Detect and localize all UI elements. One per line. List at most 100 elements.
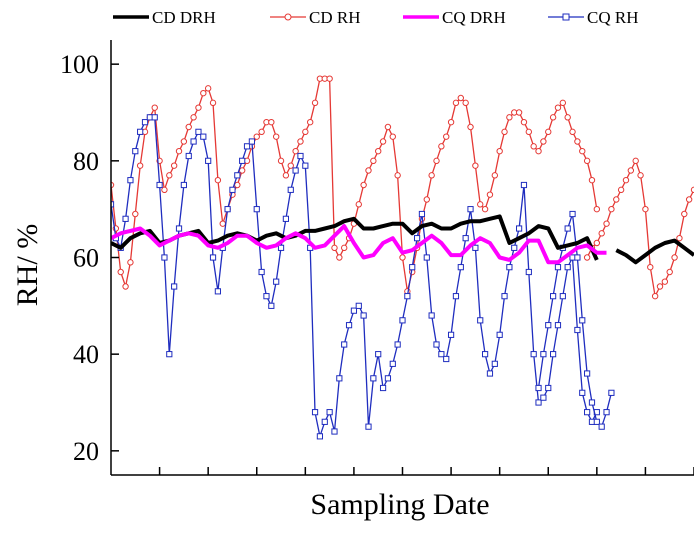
data-point-cd-rh <box>481 205 489 213</box>
data-point-cq-rh <box>258 268 265 276</box>
data-point-cd-rh <box>341 244 348 252</box>
data-point-cq-rh <box>268 302 275 309</box>
series-line-cq-drh <box>111 224 607 265</box>
data-point-cd-rh <box>399 254 406 261</box>
data-point-cq-rh <box>535 384 542 392</box>
data-point-cd-rh <box>583 254 591 261</box>
data-point-cq-rh <box>608 389 615 396</box>
data-point-cd-rh <box>681 210 688 218</box>
data-point-cd-rh <box>486 191 494 198</box>
legend-label-cd-drh: CD DRH <box>152 8 216 27</box>
data-point-cq-rh <box>525 268 532 276</box>
data-point-cq-rh <box>122 215 129 222</box>
y-axis-title: RH/ % <box>11 224 44 307</box>
data-point-cd-rh <box>253 133 260 140</box>
data-point-cq-rh <box>292 167 299 174</box>
data-point-cd-rh <box>462 99 469 107</box>
data-point-cd-rh <box>258 128 265 136</box>
data-point-cq-rh <box>452 293 460 300</box>
series-line-cq-rh <box>537 213 613 428</box>
data-point-cd-rh <box>355 201 362 208</box>
data-point-cq-rh <box>229 186 236 193</box>
series-line-cd-rh <box>586 160 694 297</box>
data-point-cd-rh <box>365 167 372 174</box>
data-point-cq-rh <box>399 317 406 324</box>
data-point-cq-rh <box>472 244 479 251</box>
data-point-cd-rh <box>685 196 693 203</box>
data-point-cd-rh <box>331 244 338 252</box>
data-point-cd-rh <box>603 220 610 227</box>
data-point-cd-rh <box>656 283 664 290</box>
data-point-cd-rh <box>472 162 479 169</box>
data-point-cd-rh <box>394 172 401 179</box>
data-point-cd-rh <box>302 128 309 136</box>
data-point-cd-rh <box>588 176 596 184</box>
data-point-cq-rh <box>394 341 401 348</box>
data-point-cd-rh <box>525 128 533 136</box>
data-point-cq-rh <box>234 172 241 179</box>
data-point-cd-rh <box>268 118 275 126</box>
data-point-cd-rh <box>627 167 635 174</box>
data-point-cq-rh <box>516 225 523 232</box>
data-point-cd-rh <box>180 138 188 145</box>
x-ticks <box>158 467 694 475</box>
data-point-cq-rh <box>239 157 246 164</box>
data-point-cq-rh <box>127 177 134 184</box>
data-point-cd-rh <box>360 181 367 189</box>
data-point-cq-rh <box>584 370 591 377</box>
data-point-cq-rh <box>195 128 202 135</box>
data-point-cq-rh <box>438 351 445 358</box>
data-point-cd-rh <box>292 147 299 155</box>
data-point-cd-rh <box>520 118 528 126</box>
data-point-cq-rh <box>486 370 494 377</box>
data-point-cd-rh <box>452 99 460 107</box>
data-point-cq-rh <box>375 351 382 358</box>
data-point-cd-rh <box>272 133 280 140</box>
data-point-cq-rh <box>243 143 251 150</box>
data-point-cq-rh <box>166 351 173 358</box>
data-point-cd-rh <box>661 278 669 285</box>
data-point-cd-rh <box>632 157 639 165</box>
data-point-cd-rh <box>117 268 124 276</box>
data-point-cq-rh <box>433 341 440 348</box>
data-point-cq-rh <box>540 351 547 358</box>
data-point-cq-rh <box>190 138 197 145</box>
data-point-cd-rh <box>375 147 382 155</box>
data-point-cq-rh <box>564 225 571 232</box>
data-point-cd-rh <box>457 94 464 102</box>
data-point-cd-rh <box>671 254 678 261</box>
data-point-cd-rh <box>219 220 226 227</box>
data-point-cd-rh <box>515 109 523 116</box>
data-point-cd-rh <box>370 157 377 165</box>
data-point-cq-rh <box>311 409 319 416</box>
data-point-cd-rh <box>127 259 134 266</box>
data-point-cd-rh <box>195 104 202 111</box>
data-point-cq-rh <box>520 181 528 189</box>
data-point-cq-rh <box>336 375 343 382</box>
data-point-cd-rh <box>549 114 557 121</box>
legend-label-cd-rh: CD RH <box>309 8 360 27</box>
data-point-cd-rh <box>491 172 499 179</box>
data-point-cq-rh <box>379 384 387 392</box>
data-point-cd-rh <box>170 162 178 169</box>
data-point-cq-rh <box>273 278 280 285</box>
data-point-cd-rh <box>598 230 605 237</box>
data-point-cq-rh <box>554 264 562 271</box>
data-point-cd-rh <box>209 99 217 107</box>
data-point-cq-rh <box>418 210 426 218</box>
data-point-cq-rh <box>141 119 149 126</box>
data-point-cq-rh <box>171 283 178 290</box>
data-point-cd-rh <box>423 196 430 203</box>
data-point-cd-rh <box>204 85 212 92</box>
data-point-cd-rh <box>297 138 304 145</box>
data-point-cq-rh <box>200 133 207 140</box>
data-point-cd-rh <box>433 157 440 165</box>
data-point-cq-rh <box>593 418 600 425</box>
data-point-cd-rh <box>438 143 445 150</box>
data-point-cq-rh <box>535 399 542 406</box>
data-point-cd-rh <box>574 138 581 145</box>
data-point-cq-rh <box>137 128 144 135</box>
data-point-cq-rh <box>579 317 586 324</box>
data-point-cq-rh <box>564 264 571 271</box>
data-point-cq-rh <box>161 254 168 261</box>
